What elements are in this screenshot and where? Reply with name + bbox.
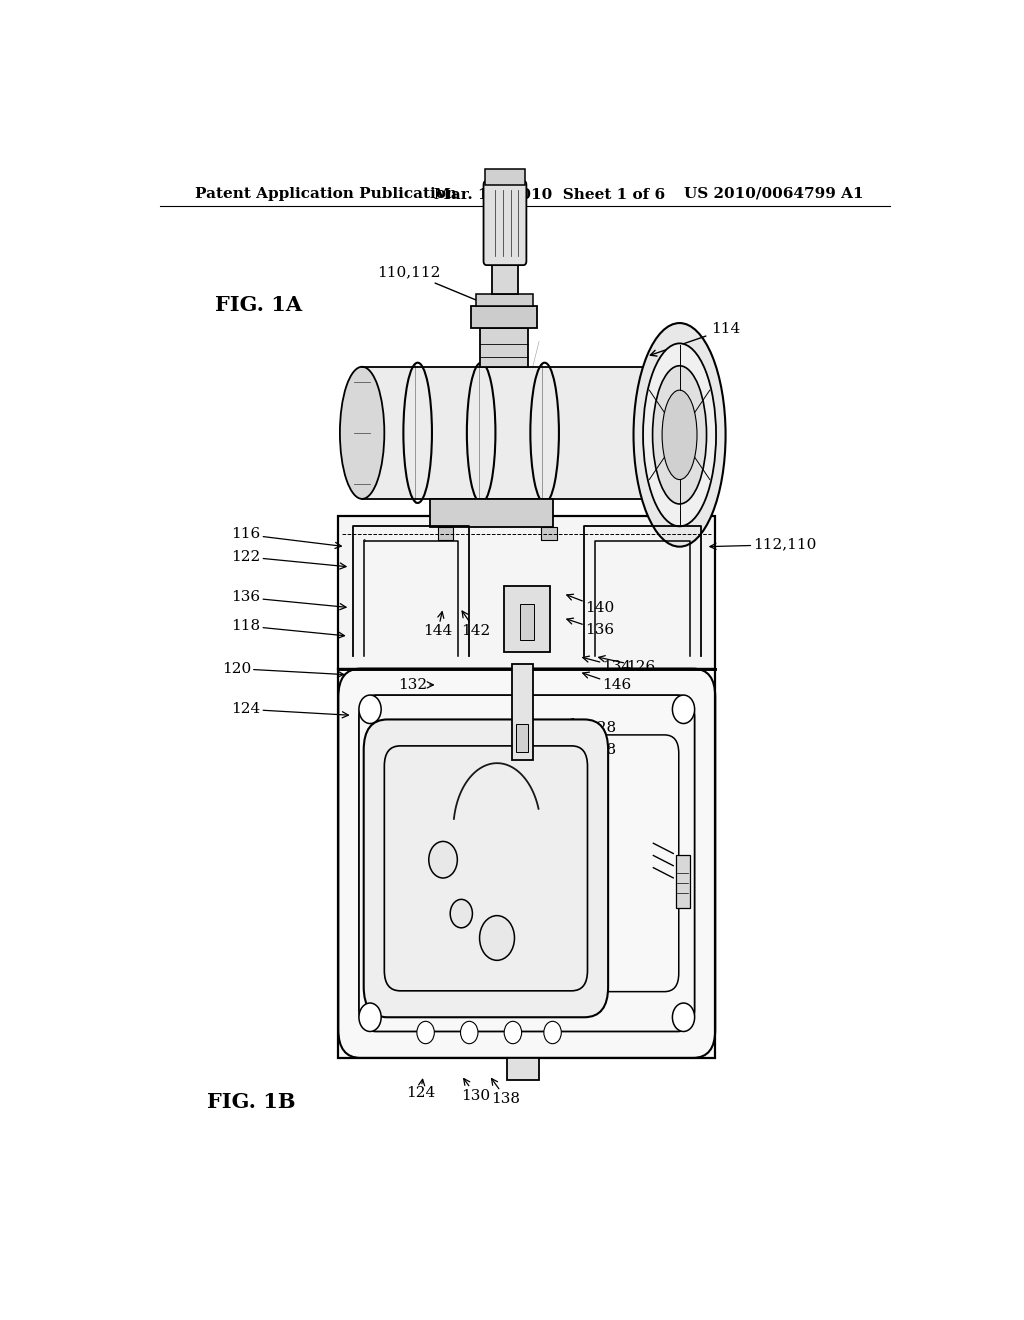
Bar (430, 499, 553, 528)
Bar (541, 528, 557, 540)
Ellipse shape (673, 696, 694, 723)
Text: 116: 116 (231, 528, 341, 548)
Bar (485, 169, 524, 185)
Ellipse shape (504, 1022, 521, 1044)
Ellipse shape (359, 696, 381, 723)
Ellipse shape (417, 1022, 434, 1044)
Text: 120: 120 (221, 661, 344, 677)
Ellipse shape (479, 916, 514, 961)
Text: 124: 124 (406, 1080, 435, 1101)
Text: 114: 114 (650, 322, 740, 356)
Text: 136: 136 (231, 590, 346, 610)
Text: 128: 128 (567, 718, 615, 735)
Bar (338, 516, 715, 669)
Ellipse shape (634, 323, 726, 546)
Text: 124: 124 (231, 702, 348, 718)
Text: 122: 122 (231, 550, 346, 569)
Text: 140: 140 (567, 594, 614, 615)
Text: 130: 130 (461, 1078, 490, 1102)
Text: 132: 132 (397, 678, 433, 692)
Text: 144: 144 (423, 611, 453, 638)
Text: 142: 142 (461, 611, 490, 638)
Bar (493, 261, 518, 293)
Text: FIG. 1A: FIG. 1A (215, 294, 302, 314)
Ellipse shape (652, 366, 707, 504)
Bar (480, 329, 528, 367)
Text: 110,112: 110,112 (377, 265, 506, 313)
Text: 134: 134 (583, 656, 632, 673)
Ellipse shape (643, 343, 716, 527)
Bar (519, 603, 534, 640)
Bar (676, 855, 690, 908)
Bar (512, 664, 534, 760)
Bar (504, 586, 550, 652)
Text: 148: 148 (567, 738, 615, 756)
Polygon shape (362, 367, 676, 499)
Text: 136: 136 (567, 618, 614, 638)
Ellipse shape (461, 1022, 478, 1044)
Text: 146: 146 (583, 672, 632, 692)
Text: FIG. 1B: FIG. 1B (207, 1092, 296, 1111)
Text: 112,110: 112,110 (710, 537, 817, 552)
Bar (437, 528, 454, 540)
Bar (507, 1057, 539, 1080)
Ellipse shape (663, 391, 697, 479)
Bar (475, 293, 532, 306)
Ellipse shape (359, 1003, 381, 1031)
Ellipse shape (673, 1003, 694, 1031)
Text: US 2010/0064799 A1: US 2010/0064799 A1 (684, 187, 863, 201)
Text: Patent Application Publication: Patent Application Publication (196, 187, 458, 201)
Bar (471, 306, 538, 329)
Ellipse shape (429, 841, 458, 878)
Ellipse shape (544, 1022, 561, 1044)
FancyBboxPatch shape (483, 181, 526, 265)
Ellipse shape (340, 367, 384, 499)
FancyBboxPatch shape (364, 719, 608, 1018)
Bar (338, 669, 715, 1057)
Text: 126: 126 (599, 656, 655, 673)
Text: 138: 138 (492, 1078, 520, 1106)
Bar (516, 723, 527, 752)
Text: 118: 118 (231, 619, 344, 638)
Ellipse shape (451, 899, 472, 928)
Text: Mar. 18, 2010  Sheet 1 of 6: Mar. 18, 2010 Sheet 1 of 6 (433, 187, 665, 201)
